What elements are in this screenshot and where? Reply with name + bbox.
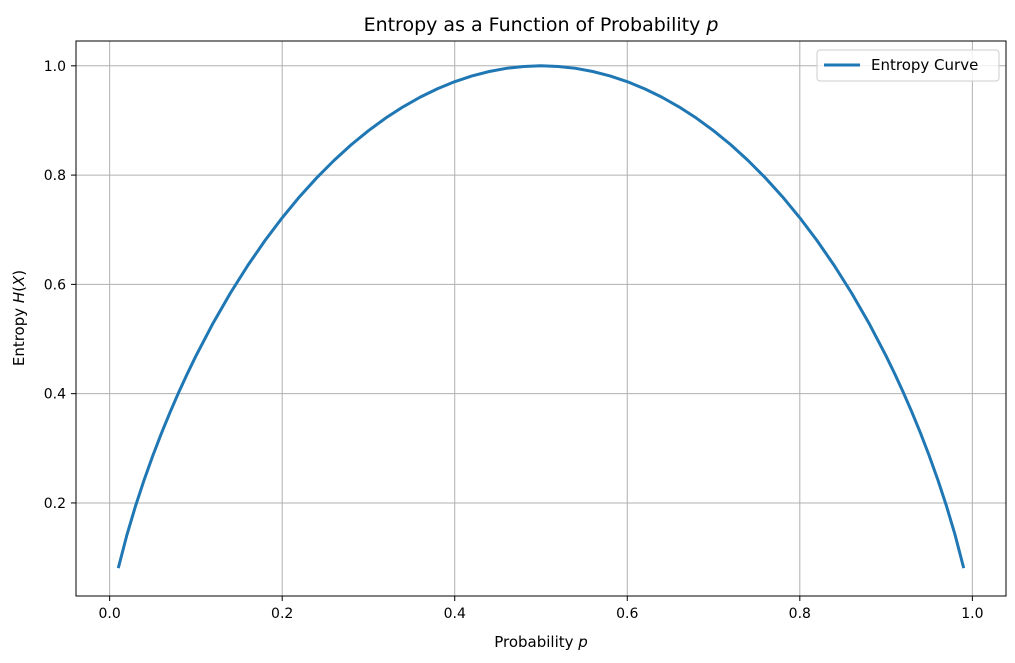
chart-title: Entropy as a Function of Probability p (364, 14, 719, 36)
x-axis-title-text: Probability (494, 633, 578, 651)
y-axis-title-function: H (10, 292, 28, 303)
x-tick-label: 0.6 (616, 606, 638, 622)
x-tick-label: 1.0 (961, 606, 983, 622)
series-line-entropy-curve (116, 64, 966, 569)
chart-title-variable: p (705, 14, 718, 36)
y-tick-label: 0.4 (44, 387, 66, 403)
legend-label-entropy-curve: Entropy Curve (871, 56, 978, 74)
y-axis-title: Entropy H(X) (10, 270, 28, 366)
y-tick-label: 1.0 (44, 59, 66, 75)
tick-layer: 0.0 0.2 0.4 0.6 0.8 1.0 0.2 0.4 0.6 0.8 1.0 (44, 59, 984, 622)
chart-title-text: Entropy as a Function of Probability (364, 14, 707, 36)
x-axis-title: Probability p (494, 633, 588, 651)
plot-area-frame (75, 40, 1007, 597)
y-axis-title-text: Entropy (10, 303, 28, 366)
y-axis-title-open-paren: ( (10, 286, 28, 292)
x-tick-label: 0.8 (789, 606, 811, 622)
y-axis-title-argument: X (10, 275, 28, 287)
x-tick-label: 0.0 (99, 606, 121, 622)
y-axis-title-close-paren: ) (10, 270, 28, 276)
series-layer (116, 64, 966, 569)
y-tick-label: 0.2 (44, 496, 66, 512)
legend: Entropy Curve (816, 49, 1000, 82)
x-tick-label: 0.2 (271, 606, 293, 622)
legend-box (816, 49, 1000, 82)
x-tick-label: 0.4 (444, 606, 466, 622)
x-axis-title-variable: p (577, 633, 588, 651)
y-tick-label: 0.6 (44, 277, 66, 293)
grid-layer (76, 41, 1006, 596)
y-tick-label: 0.8 (44, 168, 66, 184)
